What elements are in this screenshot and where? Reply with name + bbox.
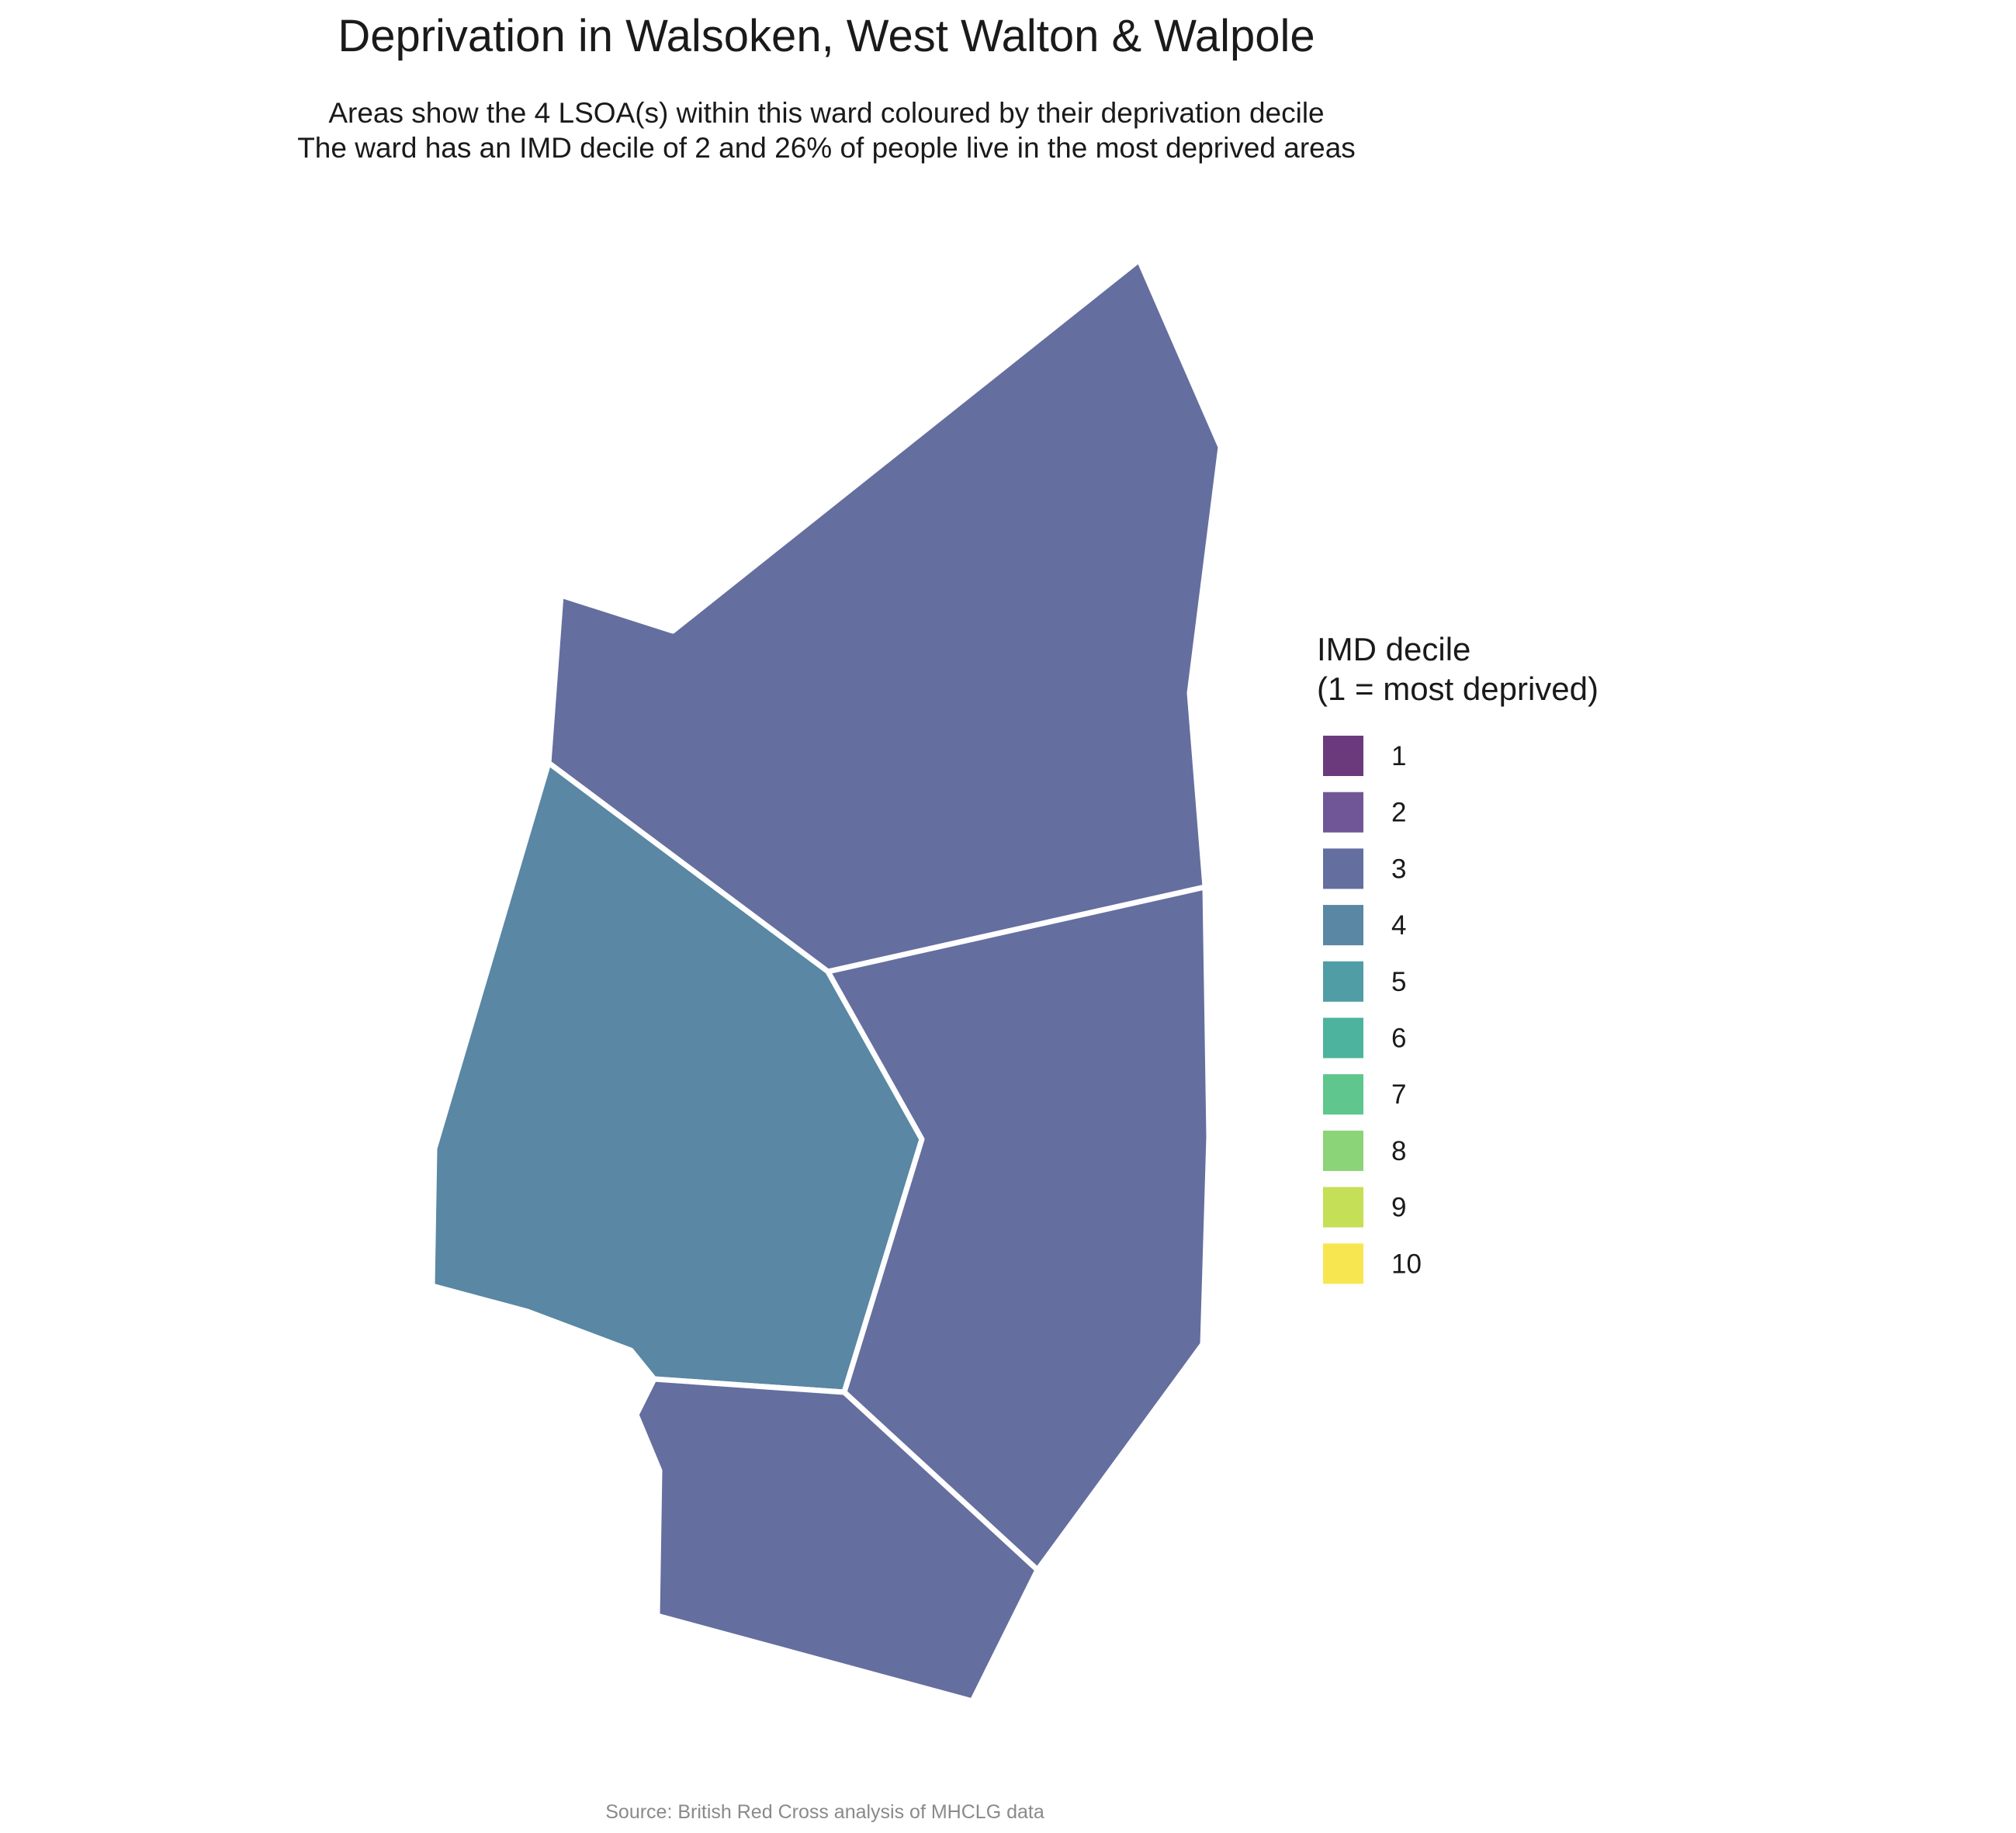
legend-title-line-1: IMD decile (1317, 631, 1470, 667)
legend-swatch-10 (1323, 1243, 1363, 1284)
map-subtitle-line-2: The ward has an IMD decile of 2 and 26% … (297, 132, 1356, 164)
legend-swatch-3 (1323, 848, 1363, 889)
legend-swatch-1 (1323, 736, 1363, 776)
map-subtitle-line-1: Areas show the 4 LSOA(s) within this war… (328, 97, 1324, 129)
legend-swatch-8 (1323, 1130, 1363, 1171)
map-title: Deprivation in Walsoken, West Walton & W… (338, 11, 1315, 61)
legend-label-7: 7 (1391, 1079, 1406, 1110)
legend-label-8: 8 (1391, 1136, 1406, 1166)
source-caption: Source: British Red Cross analysis of MH… (605, 1801, 1044, 1823)
legend-label-4: 4 (1391, 910, 1406, 941)
legend-swatch-2 (1323, 792, 1363, 833)
legend-items: 1 2 3 4 5 6 7 8 9 10 (1323, 736, 1422, 1284)
legend-label-2: 2 (1391, 798, 1406, 828)
legend-swatch-9 (1323, 1187, 1363, 1228)
legend-swatch-6 (1323, 1017, 1363, 1059)
legend-swatch-4 (1323, 905, 1363, 946)
legend-label-3: 3 (1391, 854, 1406, 884)
legend-label-10: 10 (1391, 1249, 1422, 1279)
legend-label-5: 5 (1391, 967, 1406, 997)
legend-swatch-7 (1323, 1074, 1363, 1115)
legend-swatch-5 (1323, 961, 1363, 1002)
map-areas (429, 257, 1224, 1704)
legend-label-9: 9 (1391, 1193, 1406, 1223)
legend-label-6: 6 (1391, 1024, 1406, 1054)
legend-title-line-2: (1 = most deprived) (1317, 670, 1599, 707)
lsoa-south[interactable] (633, 1376, 1041, 1704)
legend-label-1: 1 (1391, 741, 1406, 771)
legend: IMD decile (1 = most deprived) 1 2 3 4 5 6 7 8 9… (1317, 631, 1599, 1284)
